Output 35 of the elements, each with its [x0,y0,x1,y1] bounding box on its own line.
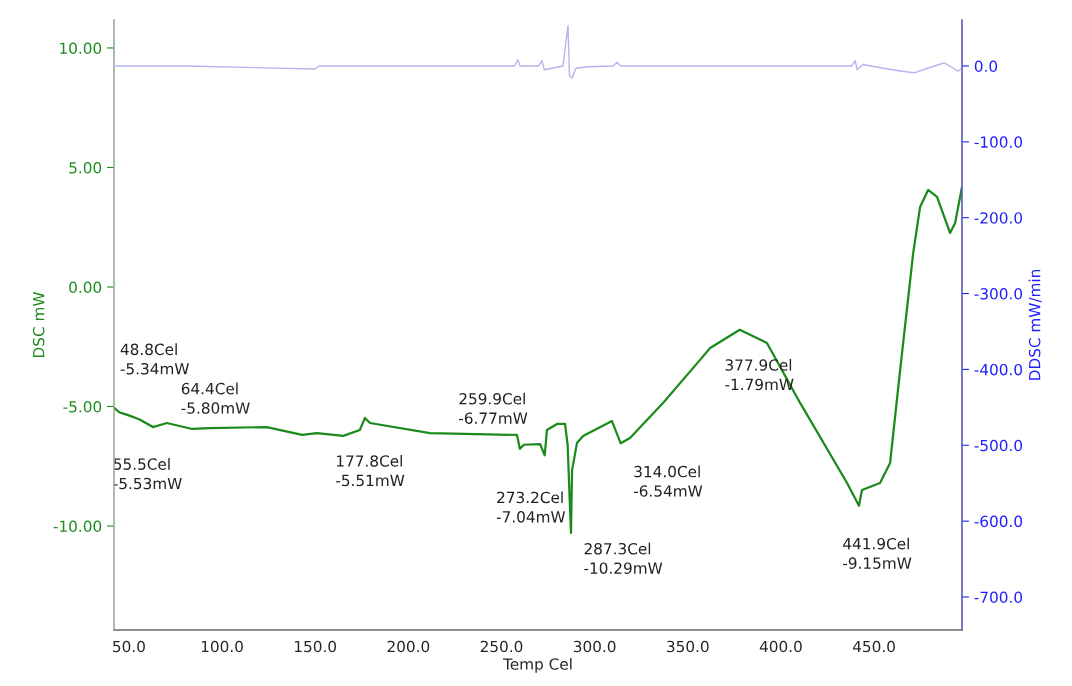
annotation: 48.8Cel -5.34mW [120,343,189,375]
y2-tick-label: 0.0 [974,60,998,72]
x-tick-label: 150.0 [295,640,337,653]
y2-tick-label: -300.0 [974,288,1023,300]
x-axis-title: Temp Cel [503,657,572,673]
annotation: 259.9Cel -6.77mW [459,392,528,424]
annotation: 177.8Cel -5.51mW [336,454,405,487]
x-tick-label: 200.0 [387,640,430,653]
x-tick-label: 450.0 [852,640,895,653]
y2-axis-title: DDSC mW/min [1028,269,1042,380]
y-tick-label: -10.00 [53,520,102,533]
y-tick-label: -5.00 [63,400,102,413]
x-tick-label: 350.0 [667,640,709,653]
y2-tick-label: -100.0 [974,136,1023,148]
y2-tick-label: -600.0 [974,515,1023,528]
y2-tick-label: -500.0 [974,439,1023,452]
y-tick-label: 10.00 [60,42,102,54]
y2-tick-label: -200.0 [974,212,1023,224]
x-tick-label: 50.0 [113,640,145,653]
y-tick-label: 5.00 [69,161,102,174]
annotation: 314.0Cel -6.54mW [633,465,703,497]
annotation: 55.5Cel -5.53mW [113,458,182,490]
y-tick-label: 0.00 [69,281,102,294]
x-tick-label: 250.0 [480,640,523,653]
x-tick-label: 300.0 [573,640,616,653]
annotation: 441.9Cel -9.15mW [843,537,912,569]
annotation: 64.4Cel -5.80mW [181,382,250,414]
line-series [114,25,962,79]
y2-tick-label: -700.0 [974,591,1023,604]
annotation: 287.3Cel -10.29mW [584,542,663,574]
y-axis-title: DSC mW [32,292,45,357]
x-tick-label: 100.0 [201,640,243,653]
annotation: 273.2Cel -7.04mW [496,491,566,523]
x-tick-label: 400.0 [759,640,802,653]
y2-tick-label: -400.0 [974,363,1023,376]
